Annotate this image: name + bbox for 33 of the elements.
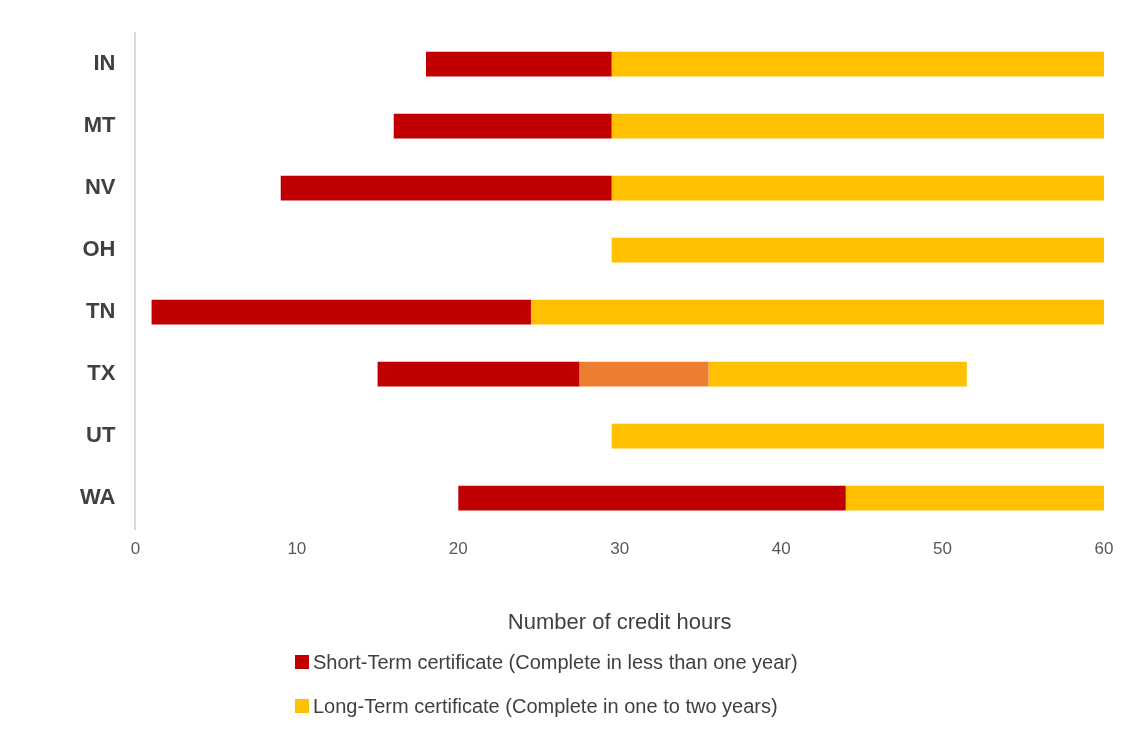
y-tick-label: MT bbox=[83, 112, 116, 138]
x-tick-label: 60 bbox=[1094, 539, 1114, 559]
bar bbox=[151, 299, 531, 325]
x-tick-label: 30 bbox=[610, 539, 630, 559]
bar bbox=[611, 423, 1104, 449]
bar bbox=[393, 113, 612, 139]
x-tick-label: 0 bbox=[130, 539, 141, 559]
bar bbox=[708, 361, 967, 387]
bar bbox=[377, 361, 580, 387]
y-tick-label: TX bbox=[87, 360, 116, 386]
y-tick-label: TN bbox=[86, 298, 116, 324]
y-tick-label: WA bbox=[79, 484, 116, 510]
legend-label: Long-Term certificate (Complete in one to two years) bbox=[313, 694, 778, 718]
bar bbox=[845, 485, 1104, 511]
bar bbox=[611, 113, 1104, 139]
bar bbox=[280, 175, 612, 201]
bar bbox=[611, 51, 1104, 77]
x-tick-label: 10 bbox=[287, 539, 307, 559]
x-tick-label: 20 bbox=[448, 539, 468, 559]
y-tick-label: NV bbox=[84, 174, 116, 200]
y-tick-label: UT bbox=[86, 422, 116, 448]
x-tick-label: 40 bbox=[771, 539, 791, 559]
bar bbox=[530, 299, 1104, 325]
y-tick-label: IN bbox=[93, 50, 116, 76]
x-axis-title: Number of credit hours bbox=[507, 608, 732, 634]
bar bbox=[458, 485, 846, 511]
bar bbox=[579, 361, 709, 387]
bar bbox=[611, 175, 1104, 201]
bar bbox=[426, 51, 612, 77]
x-tick-label: 50 bbox=[933, 539, 953, 559]
legend-label: Short-Term certificate (Complete in less than one year) bbox=[313, 650, 798, 674]
bar bbox=[611, 237, 1104, 263]
y-tick-label: OH bbox=[82, 236, 116, 262]
